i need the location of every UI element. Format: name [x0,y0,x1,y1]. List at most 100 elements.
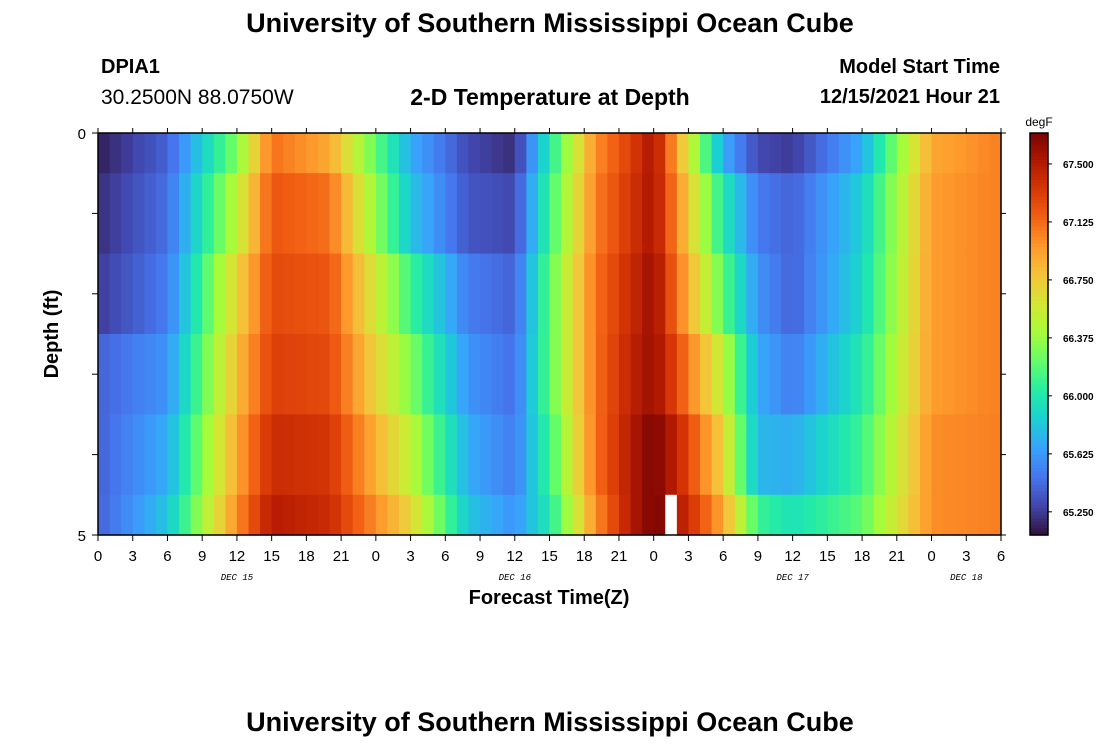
heatmap-cell [873,253,886,335]
colorbar-segment [1030,169,1048,174]
heatmap-cell [642,133,655,174]
heatmap-cell [364,133,377,174]
heatmap-cell [966,253,979,335]
heatmap-cell [595,414,608,496]
heatmap-cell [503,414,516,496]
heatmap-cell [260,334,273,415]
x-tick-label: 3 [962,548,970,565]
colorbar-segment [1030,256,1048,261]
colorbar-segment [1030,317,1048,322]
colorbar-segment [1030,270,1048,275]
colorbar-segment [1030,173,1048,178]
heatmap-cell [514,334,527,415]
heatmap-cell [642,334,655,415]
heatmap-cell [410,494,423,536]
colorbar-segment [1030,136,1048,141]
heatmap-cell [456,414,470,496]
x-axis: 0 3 6 9 12 15 18 21 0 3 6 9 12 15 18 21 0 3 6 9 12 15 18 21 0 3 6 D… [94,128,1005,583]
heatmap-cell [815,334,828,415]
heatmap-cell [792,414,805,496]
heatmap-cell [410,173,423,255]
heatmap-cell [375,334,389,415]
heatmap-cell [595,494,608,536]
heatmap-cell [885,334,898,415]
heatmap-cell [306,133,319,174]
heatmap-cell [781,173,794,255]
colorbar-label: 66.000 [1063,392,1094,403]
heatmap-cell [804,173,817,255]
colorbar-segment [1030,153,1048,158]
heatmap-cell [769,253,782,335]
heatmap-cell [838,494,852,536]
heatmap-cell [121,133,134,174]
heatmap-cell [838,414,852,496]
heatmap-cell [341,133,354,174]
heatmap-cell [977,253,991,335]
heatmap-cell [445,414,458,496]
heatmap-cell [271,334,284,415]
heatmap-cell [769,133,782,174]
heatmap-cell [769,494,782,536]
heatmap-cell [445,494,458,536]
heatmap-cell [352,173,365,255]
heatmap-cell [804,334,817,415]
heatmap-cell [155,133,169,174]
heatmap-cell [815,173,828,255]
colorbar-segment [1030,441,1048,446]
heatmap-cell [491,133,504,174]
colorbar-segment [1030,367,1048,372]
heatmap-cell [943,334,956,415]
heatmap-cell [433,414,446,496]
heatmap-cell [642,173,655,255]
heatmap-cell [630,253,643,335]
colorbar-segment [1030,387,1048,392]
heatmap-cell [862,133,875,174]
heatmap-cell [422,414,435,496]
heatmap-cell [873,494,886,536]
heatmap-cell [468,414,481,496]
heatmap-cell [503,253,516,335]
heatmap-cell [375,494,389,536]
heatmap-cell [977,173,991,255]
heatmap-cell [480,494,493,536]
heatmap-cell [954,494,967,536]
heatmap-cell [248,173,261,255]
colorbar-segment [1030,139,1048,144]
heatmap-cell [364,414,377,496]
heatmap-cell [179,334,192,415]
date-label: DEC 15 [221,573,254,583]
heatmap-cell [364,334,377,415]
heatmap-cell [271,253,284,335]
colorbar-label: 66.750 [1063,276,1094,287]
heatmap-cell [746,253,759,335]
colorbar-segment [1030,203,1048,208]
heatmap-cell [607,494,620,536]
heatmap-cell [341,494,354,536]
heatmap-cell [179,253,192,335]
colorbar-segment [1030,166,1048,171]
heatmap-cell [931,173,944,255]
station-id: DPIA1 [101,56,160,78]
heatmap-cell [225,253,238,335]
heatmap-cell [213,253,226,335]
heatmap-cell [306,173,319,255]
heatmap-cell [317,133,331,174]
heatmap-cell [387,133,400,174]
x-tick-label: 18 [298,548,315,565]
heatmap-cell [838,334,852,415]
heatmap-cell [526,414,539,496]
heatmap-cell [827,173,840,255]
heatmap-cell [537,414,551,496]
heatmap-cell [723,494,736,536]
heatmap-cell [375,414,389,496]
heatmap-cell [757,414,771,496]
heatmap-cell [943,253,956,335]
heatmap-cell [931,414,944,496]
heatmap-cell [943,494,956,536]
heatmap-cell [769,414,782,496]
heatmap-cell [584,334,597,415]
colorbar-segment [1030,357,1048,362]
heatmap-cell [456,494,470,536]
heatmap-cell [711,253,724,335]
colorbar-segment [1030,290,1048,295]
